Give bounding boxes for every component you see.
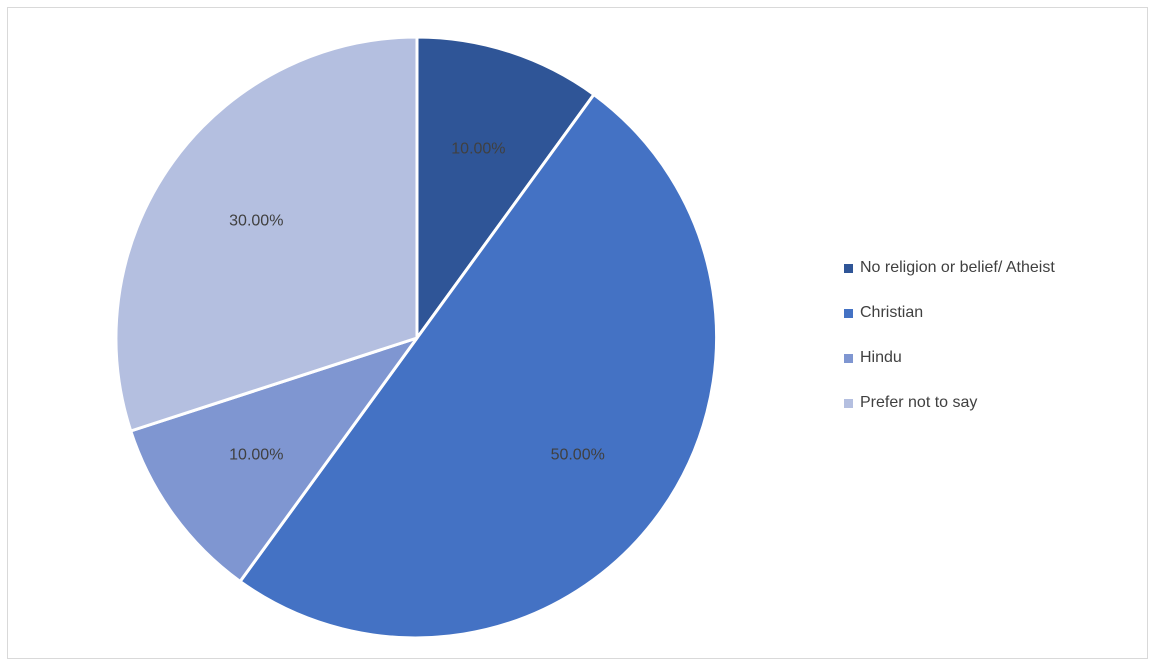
legend-item-prefer-not-to-say: Prefer not to say xyxy=(844,392,1055,414)
legend-swatch xyxy=(844,398,853,408)
legend-swatch xyxy=(844,308,853,318)
data-label-no-religion-or-belief-atheist: 10.00% xyxy=(451,141,505,158)
data-label-hindu: 10.00% xyxy=(229,446,283,463)
legend-item-christian: Christian xyxy=(844,302,1055,324)
legend-label: Prefer not to say xyxy=(860,394,978,411)
pie-slice-no-religion-or-belief-atheist xyxy=(415,35,596,340)
pie-slice-christian xyxy=(238,92,719,640)
legend-item-no-religion-or-belief-atheist: No religion or belief/ Atheist xyxy=(844,257,1055,279)
pie-slice-prefer-not-to-say xyxy=(114,35,419,433)
data-label-prefer-not-to-say: 30.00% xyxy=(229,213,283,230)
legend-swatch xyxy=(844,353,853,363)
legend-swatch xyxy=(844,263,853,273)
pie-data-labels: 10.00% 50.00% 10.00% 30.00% xyxy=(229,141,605,464)
pie-slices xyxy=(114,35,719,640)
pie-slice-hindu xyxy=(129,336,419,584)
legend-label: Christian xyxy=(860,304,924,321)
legend-label: No religion or belief/ Atheist xyxy=(860,259,1055,276)
legend-item-hindu: Hindu xyxy=(844,347,1055,369)
legend: No religion or belief/ Atheist Christian H… xyxy=(844,257,1055,437)
legend-label: Hindu xyxy=(860,349,902,366)
data-label-christian: 50.00% xyxy=(551,446,605,463)
